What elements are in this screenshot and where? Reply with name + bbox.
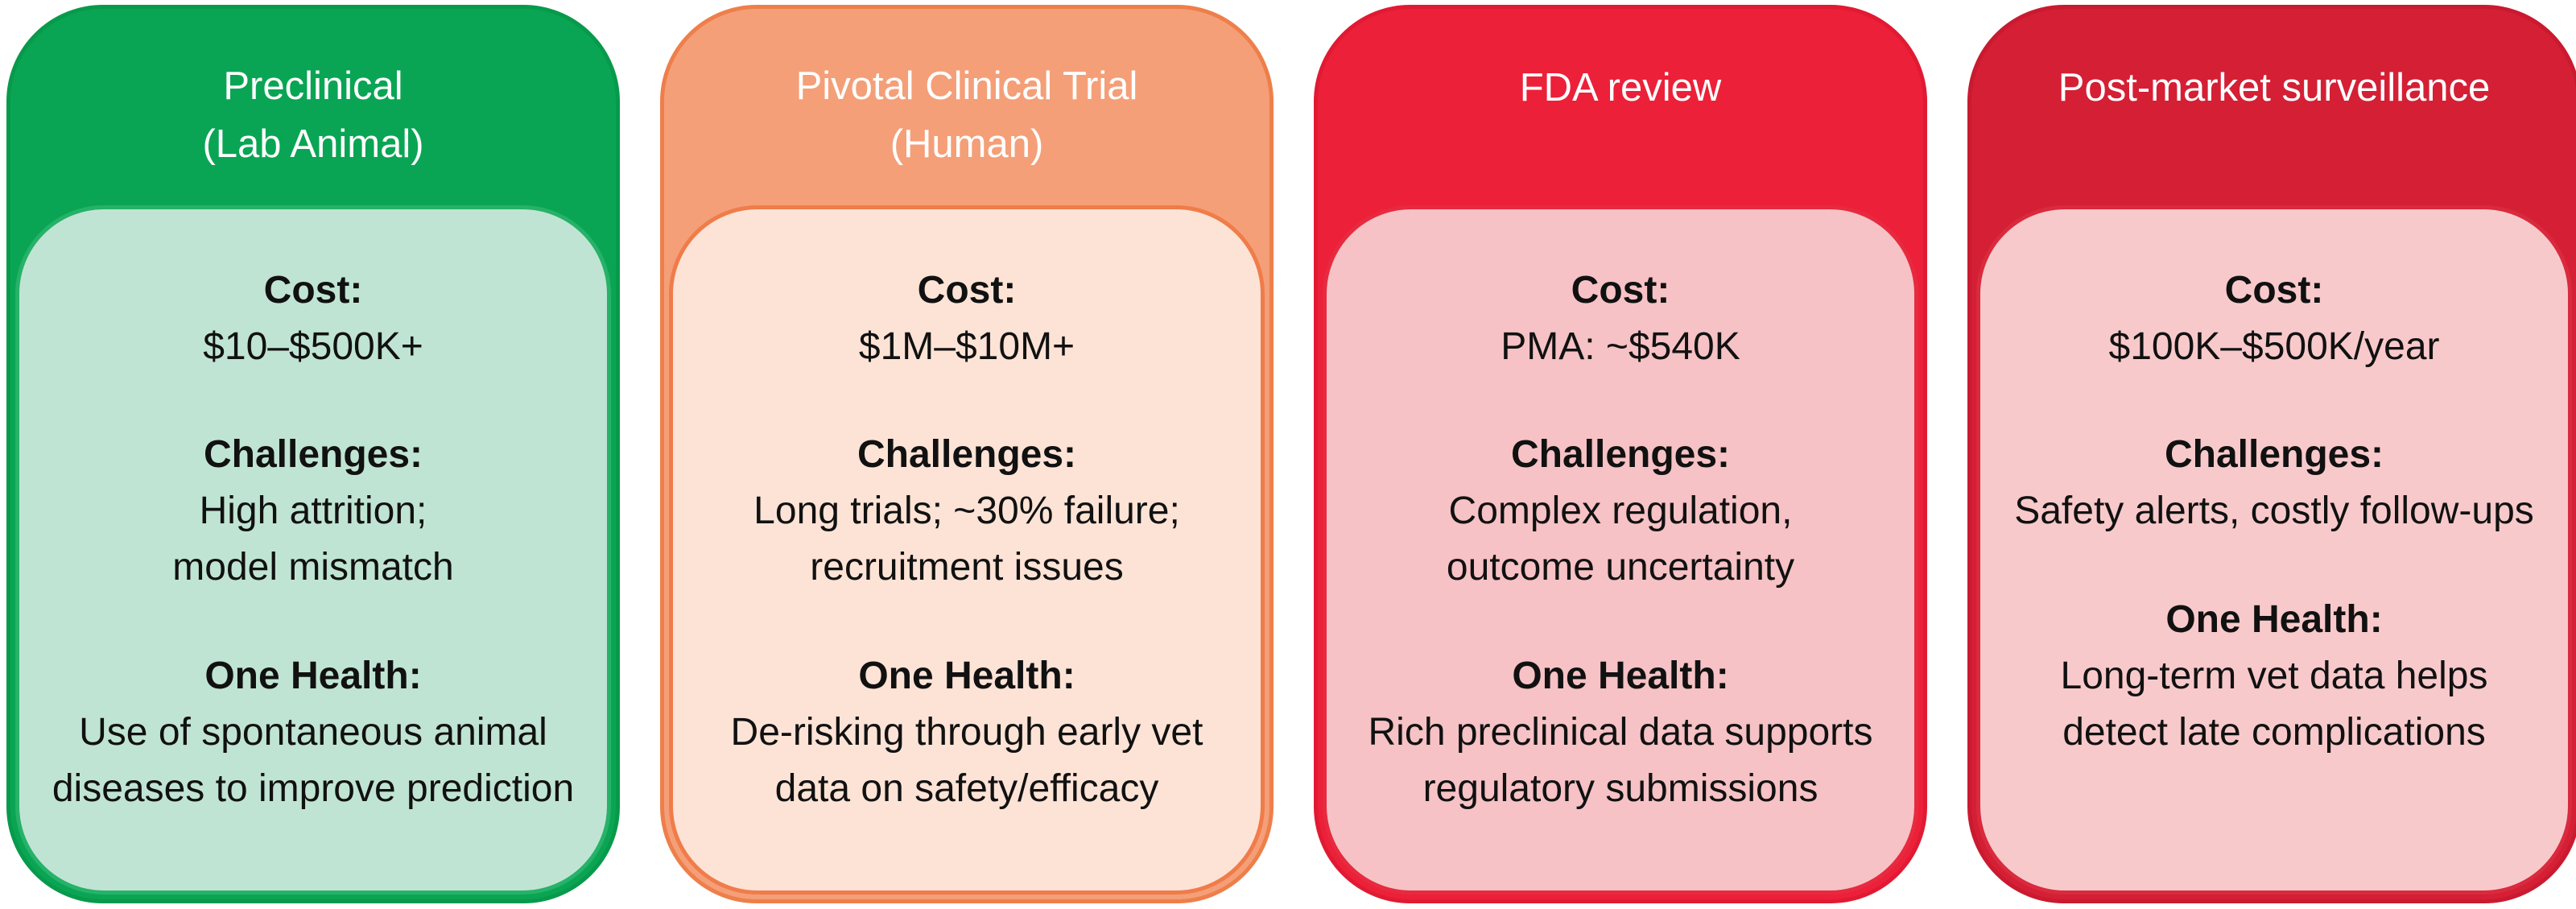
challenges-section: Challenges: Safety alerts, costly follow…: [1980, 427, 2568, 539]
challenges-section: Challenges: Complex regulation, outcome …: [1327, 427, 1914, 596]
one-health-section: One Health: Long-term vet data helps det…: [1980, 592, 2568, 761]
stage-details: Cost: PMA: ~$540K Challenges: Complex re…: [1323, 205, 1918, 895]
challenges-label: Challenges:: [857, 433, 1077, 476]
challenges-label: Challenges:: [203, 433, 423, 476]
stage-title: Preclinical (Lab Animal): [202, 64, 424, 166]
challenges-section: Challenges: Long trials; ~30% failure; r…: [673, 427, 1261, 596]
stage-card-fda-review: FDA review Cost: PMA: ~$540K Challenges:…: [1314, 5, 1927, 903]
challenges-text: High attrition; model mismatch: [172, 490, 454, 589]
cost-label: Cost:: [1571, 269, 1670, 312]
cost-section: Cost: $10–$500K+: [19, 262, 607, 375]
cost-section: Cost: $1M–$10M+: [673, 262, 1261, 375]
challenges-text: Complex regulation, outcome uncertainty: [1446, 490, 1795, 589]
cost-label: Cost:: [263, 269, 363, 312]
one-health-text: Long-term vet data helps detect late com…: [2060, 655, 2488, 754]
cost-value: $100K–$500K/year: [2108, 325, 2440, 368]
stage-card-post-market: Post-market surveillance Cost: $100K–$50…: [1967, 5, 2576, 903]
stage-title: Pivotal Clinical Trial (Human): [795, 64, 1138, 166]
stage-card-preclinical: Preclinical (Lab Animal) Cost: $10–$500K…: [6, 5, 620, 903]
one-health-text: Use of spontaneous animal diseases to im…: [52, 711, 575, 810]
stage-details: Cost: $100K–$500K/year Challenges: Safet…: [1976, 205, 2572, 895]
one-health-section: One Health: Use of spontaneous animal di…: [19, 648, 607, 817]
one-health-text: De-risking through early vet data on saf…: [730, 711, 1203, 810]
challenges-label: Challenges:: [1510, 433, 1731, 476]
cost-label: Cost:: [917, 269, 1017, 312]
challenges-text: Safety alerts, costly follow-ups: [2014, 490, 2534, 532]
one-health-text: Rich preclinical data supports regulator…: [1368, 711, 1873, 810]
cost-section: Cost: PMA: ~$540K: [1327, 262, 1914, 375]
challenges-label: Challenges:: [2164, 433, 2384, 476]
one-health-section: One Health: De-risking through early vet…: [673, 648, 1261, 817]
cost-section: Cost: $100K–$500K/year: [1980, 262, 2568, 375]
cost-label: Cost:: [2224, 269, 2324, 312]
stage-card-pivotal-trial: Pivotal Clinical Trial (Human) Cost: $1M…: [660, 5, 1274, 903]
one-health-label: One Health:: [204, 655, 422, 697]
stage-details: Cost: $1M–$10M+ Challenges: Long trials;…: [669, 205, 1265, 895]
stage-title: Post-market surveillance: [2058, 66, 2491, 109]
stage-title: FDA review: [1519, 66, 1722, 109]
one-health-label: One Health:: [2165, 598, 2383, 641]
cost-value: $1M–$10M+: [858, 325, 1075, 368]
one-health-label: One Health:: [1512, 655, 1729, 697]
stage-details: Cost: $10–$500K+ Challenges: High attrit…: [15, 205, 611, 895]
one-health-label: One Health:: [858, 655, 1075, 697]
cost-value: PMA: ~$540K: [1501, 325, 1740, 368]
challenges-text: Long trials; ~30% failure; recruitment i…: [753, 490, 1180, 589]
one-health-section: One Health: Rich preclinical data suppor…: [1327, 648, 1914, 817]
challenges-section: Challenges: High attrition; model mismat…: [19, 427, 607, 596]
cost-value: $10–$500K+: [203, 325, 423, 368]
